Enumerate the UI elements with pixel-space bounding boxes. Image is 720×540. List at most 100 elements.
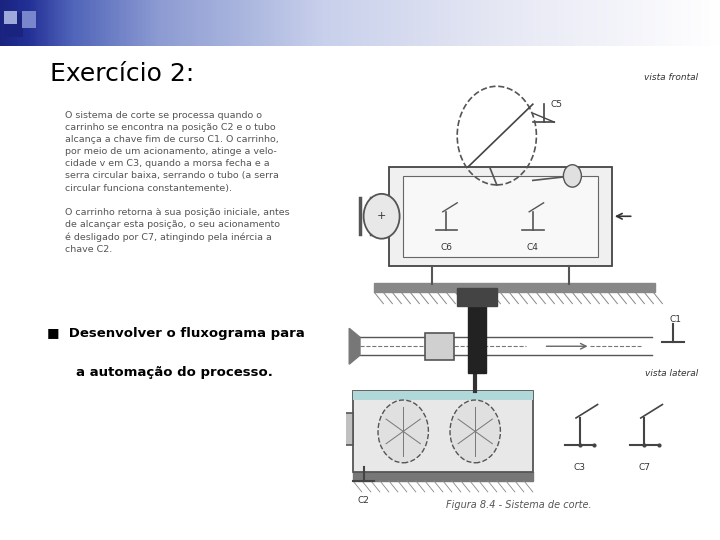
Bar xyxy=(374,0,377,46)
Bar xyxy=(470,0,473,46)
Bar xyxy=(341,0,343,46)
Bar xyxy=(36,0,38,46)
Bar xyxy=(437,0,439,46)
Bar xyxy=(288,0,290,46)
Bar xyxy=(310,0,312,46)
Bar xyxy=(326,0,329,46)
Bar xyxy=(655,0,657,46)
Bar xyxy=(171,0,173,46)
Bar xyxy=(667,0,670,46)
Bar xyxy=(387,0,389,46)
Text: C7: C7 xyxy=(639,463,650,472)
Bar xyxy=(439,0,441,46)
Bar xyxy=(384,0,387,46)
Bar xyxy=(127,0,130,46)
Bar xyxy=(175,0,178,46)
Bar xyxy=(297,0,300,46)
Bar xyxy=(79,0,81,46)
Bar xyxy=(135,0,137,46)
Bar xyxy=(581,0,583,46)
Bar xyxy=(432,0,434,46)
Bar xyxy=(99,0,101,46)
Bar xyxy=(274,0,276,46)
Bar xyxy=(312,0,315,46)
Bar xyxy=(542,0,545,46)
Bar xyxy=(660,0,662,46)
Bar xyxy=(619,0,621,46)
Bar xyxy=(0,0,2,46)
Bar xyxy=(636,0,639,46)
Bar xyxy=(475,0,477,46)
Bar xyxy=(593,0,595,46)
Bar xyxy=(194,0,197,46)
Bar xyxy=(202,0,204,46)
Bar xyxy=(38,0,41,46)
Bar xyxy=(410,0,413,46)
Bar xyxy=(2,0,5,46)
Circle shape xyxy=(450,400,500,463)
Bar xyxy=(401,0,403,46)
Bar xyxy=(713,0,715,46)
Polygon shape xyxy=(349,328,360,364)
Bar xyxy=(4,13,23,37)
Bar xyxy=(454,0,456,46)
Bar xyxy=(528,0,531,46)
Bar xyxy=(50,0,53,46)
Bar xyxy=(653,0,655,46)
Bar xyxy=(547,0,549,46)
Bar xyxy=(706,0,708,46)
Bar xyxy=(34,0,36,46)
Bar xyxy=(398,0,401,46)
Bar xyxy=(698,0,701,46)
Bar xyxy=(686,0,689,46)
Bar xyxy=(672,0,675,46)
Bar xyxy=(477,0,480,46)
Bar xyxy=(122,0,125,46)
Bar xyxy=(106,0,108,46)
Bar xyxy=(158,0,161,46)
Bar xyxy=(607,0,610,46)
Bar xyxy=(319,0,322,46)
Bar xyxy=(711,0,713,46)
Bar xyxy=(72,0,74,46)
Bar xyxy=(569,0,571,46)
Bar xyxy=(192,0,194,46)
Bar xyxy=(115,0,117,46)
Bar xyxy=(338,0,341,46)
Bar xyxy=(574,0,576,46)
Bar xyxy=(166,0,168,46)
Bar xyxy=(247,0,250,46)
Bar xyxy=(216,0,218,46)
Text: vista lateral: vista lateral xyxy=(645,369,698,377)
Bar xyxy=(336,0,338,46)
Bar xyxy=(9,0,12,46)
Bar xyxy=(684,0,686,46)
Bar xyxy=(204,0,207,46)
Bar xyxy=(511,0,513,46)
Bar xyxy=(86,0,89,46)
Bar xyxy=(374,284,655,293)
Bar xyxy=(24,0,27,46)
Bar xyxy=(490,0,492,46)
Bar xyxy=(485,0,487,46)
Bar xyxy=(235,0,238,46)
Bar xyxy=(271,0,274,46)
Bar xyxy=(257,0,259,46)
Text: vista frontal: vista frontal xyxy=(644,73,698,82)
Bar xyxy=(228,0,230,46)
Text: C6: C6 xyxy=(441,243,452,252)
Bar xyxy=(526,0,528,46)
Bar xyxy=(509,0,511,46)
Bar xyxy=(463,0,466,46)
Bar xyxy=(254,0,257,46)
Text: C1: C1 xyxy=(670,315,682,324)
Bar xyxy=(554,0,557,46)
Bar xyxy=(605,0,607,46)
Bar xyxy=(96,0,99,46)
Bar xyxy=(324,0,326,46)
Bar xyxy=(132,0,135,46)
Text: a automação do processo.: a automação do processo. xyxy=(76,366,272,379)
Bar xyxy=(360,0,362,46)
Bar xyxy=(230,0,233,46)
Bar xyxy=(629,0,631,46)
